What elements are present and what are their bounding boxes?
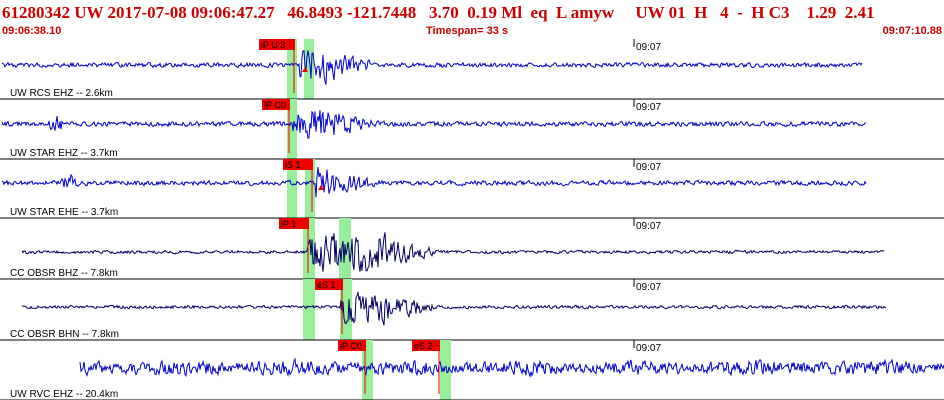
- waveform-trace[interactable]: [1, 50, 863, 85]
- pick-window: [287, 99, 297, 159]
- pick-triangle: [302, 67, 308, 72]
- pick-marker-box[interactable]: [259, 39, 295, 50]
- event-summary-line: 61280342 UW 2017-07-08 09:06:47.27 46.84…: [2, 3, 875, 22]
- pick-marker-label: eS 2: [414, 341, 433, 351]
- waveform-trace[interactable]: [1, 110, 867, 140]
- seismogram-panels[interactable]: iP U 3 09:07 UW RCS EHZ -- 2.6km iP C0 09:07…: [0, 39, 944, 400]
- time-mark-label: 09:07: [636, 221, 661, 232]
- window-end-time: 09:07:10.88: [882, 25, 942, 37]
- trace-panel[interactable]: eS 1 09:07 CC OBSR BHN -- 7.8km: [0, 279, 944, 341]
- pick-window: [287, 159, 297, 218]
- trace-panel[interactable]: iP C0 09:07 UW STAR EHZ -- 3.7km: [0, 99, 944, 160]
- pick-window: [362, 340, 373, 400]
- pick-window: [304, 39, 314, 99]
- pick-marker-label: iP C0: [264, 100, 286, 110]
- trace-panel[interactable]: iP C0 eS 2 09:07 UW RVC EHZ -- 20.4km: [0, 340, 944, 400]
- station-label: CC OBSR BHZ -- 7.8km: [10, 268, 118, 279]
- pick-marker-box[interactable]: [262, 99, 290, 110]
- pick-triangle: [318, 185, 324, 190]
- time-mark-label: 09:07: [636, 282, 661, 293]
- station-label: UW RCS EHZ -- 2.6km: [10, 88, 113, 99]
- station-label: CC OBSR BHN -- 7.8km: [10, 329, 119, 340]
- pick-marker-box[interactable]: [412, 340, 440, 351]
- station-label: UW STAR EHE -- 3.7km: [10, 207, 118, 218]
- waveform-trace[interactable]: [1, 167, 867, 198]
- pick-marker-label: iS 1: [285, 160, 301, 170]
- pick-marker-box[interactable]: [283, 159, 313, 170]
- pick-marker-label: iP C0: [340, 341, 362, 351]
- time-mark-label: 09:07: [636, 42, 661, 53]
- pick-marker-box[interactable]: [338, 340, 366, 351]
- pick-marker-box[interactable]: [279, 218, 309, 229]
- timespan-label: Timespan= 33 s: [426, 25, 509, 37]
- pick-marker-label: eS 1: [317, 280, 336, 290]
- window-start-time: 09:06:38.10: [2, 25, 62, 37]
- waveform-trace[interactable]: [21, 232, 885, 272]
- event-header: 61280342 UW 2017-07-08 09:06:47.27 46.84…: [0, 0, 944, 40]
- pick-marker-box[interactable]: [315, 279, 343, 290]
- pick-marker-label: iP 1: [281, 219, 296, 229]
- trace-panel[interactable]: iS 1 09:07 UW STAR EHE -- 3.7km: [0, 159, 944, 219]
- waveform-trace[interactable]: [79, 357, 944, 379]
- pick-window: [305, 159, 315, 218]
- time-mark-label: 09:07: [636, 102, 661, 113]
- time-mark-label: 09:07: [636, 343, 661, 354]
- pick-window: [287, 39, 297, 99]
- pick-window: [440, 340, 451, 400]
- pick-window: [340, 279, 352, 340]
- time-mark-label: 09:07: [636, 162, 661, 173]
- trace-panel[interactable]: iP 1 09:07 CC OBSR BHZ -- 7.8km: [0, 218, 944, 280]
- station-label: UW RVC EHZ -- 20.4km: [10, 389, 118, 400]
- pick-marker-label: iP U 3: [261, 40, 285, 50]
- pick-window: [303, 218, 315, 279]
- pick-window: [303, 279, 315, 340]
- trace-panel[interactable]: iP U 3 09:07 UW RCS EHZ -- 2.6km: [0, 39, 944, 100]
- waveform-trace[interactable]: [21, 291, 887, 326]
- station-label: UW STAR EHZ -- 3.7km: [10, 148, 118, 159]
